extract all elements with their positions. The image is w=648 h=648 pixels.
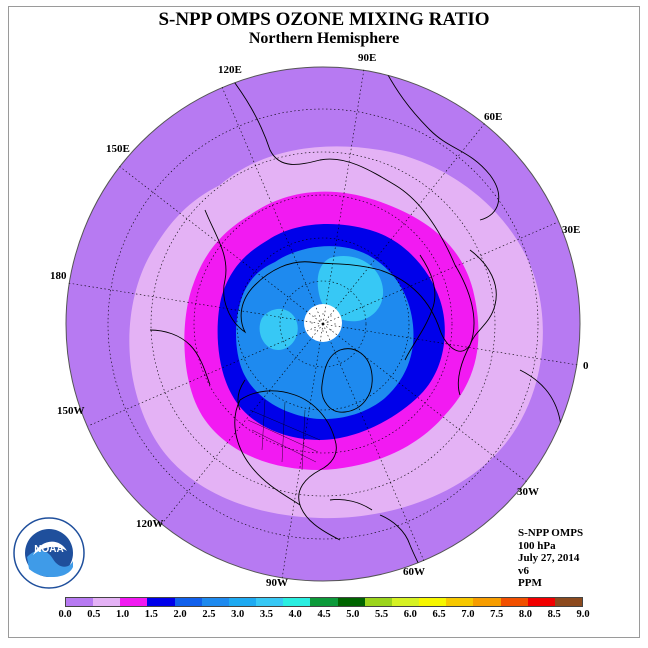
info-block: S-NPP OMPS 100 hPa July 27, 2014 v6 PPM [518, 527, 583, 590]
colorbar-tick-label: 0.0 [58, 609, 72, 620]
colorbar-tick-label: 4.0 [288, 609, 302, 620]
colorbar-swatch [419, 598, 447, 606]
page-title: S-NPP OMPS OZONE MIXING RATIO [158, 9, 490, 30]
colorbar-tick-label: 8.0 [518, 609, 532, 620]
info-version: v6 [518, 564, 529, 577]
colorbar-tick-label: 6.0 [403, 609, 417, 620]
logo-text: NOAA [34, 544, 63, 555]
colorbar-swatch [364, 598, 392, 606]
info-date: July 27, 2014 [518, 552, 580, 564]
meridians [67, 68, 579, 580]
lon-label-150e: 150E [106, 143, 130, 155]
colorbar-swatch [120, 598, 148, 606]
colorbar-swatch [473, 598, 501, 606]
lon-label-30e: 30E [562, 224, 580, 236]
ozone-band-sky [317, 256, 384, 322]
colorbar-ticks: 0.0 0.5 1.0 1.5 2.0 2.5 3.0 3.5 4.0 4.5 5.0 5.5 6.0 6… [58, 609, 589, 623]
colorbar-swatch [174, 598, 202, 606]
colorbar-tick-label: 4.5 [317, 609, 331, 620]
noaa-logo: NOAA [13, 517, 85, 589]
lon-label-60e: 60E [484, 111, 502, 123]
colorbar-swatch [310, 598, 338, 606]
page-subtitle: Northern Hemisphere [248, 30, 400, 47]
figure-frame [8, 6, 640, 638]
lon-label-120e: 120E [218, 64, 242, 76]
colorbar [65, 597, 583, 607]
colorbar-swatch [256, 598, 284, 606]
lon-label-60w: 60W [403, 566, 425, 578]
lon-label-90w: 90W [266, 577, 288, 589]
colorbar-swatch [446, 598, 474, 606]
colorbar-swatch [66, 598, 94, 606]
colorbar-swatch [500, 598, 528, 606]
info-instrument: S-NPP OMPS [518, 527, 584, 539]
latitude-circles [107, 108, 539, 540]
colorbar-swatch [554, 598, 582, 606]
colorbar-tick-label: 2.5 [202, 609, 216, 620]
ozone-band-sky-2 [259, 308, 298, 350]
lon-label-0: 0 [583, 360, 589, 372]
colorbar-tick-label: 2.0 [173, 609, 187, 620]
lon-label-150w: 150W [57, 405, 85, 417]
colorbar-tick-label: 5.5 [374, 609, 389, 620]
pole-dots [311, 313, 336, 332]
info-level: 100 hPa [518, 539, 556, 552]
colorbar-swatch [228, 598, 257, 606]
colorbar-swatch [391, 598, 420, 606]
colorbar-tick-label: 1.5 [144, 609, 158, 620]
colorbar-swatch [147, 598, 175, 606]
info-units: PPM [518, 577, 542, 589]
us-state-lines [247, 399, 321, 471]
colorbar-tick-label: 3.0 [231, 609, 245, 620]
colorbar-tick-label: 1.0 [115, 609, 130, 620]
colorbar-swatch [337, 598, 365, 606]
colorbar-tick-label: 6.5 [432, 609, 446, 620]
colorbar-tick-label: 0.5 [87, 609, 101, 620]
colorbar-tick-label: 9.0 [576, 609, 590, 620]
colorbar-tick-label: 8.5 [547, 609, 561, 620]
colorbar-tick-label: 7.5 [490, 609, 504, 620]
colorbar-swatch [201, 598, 229, 606]
colorbar-swatch [93, 598, 121, 606]
longitude-labels: 0 30E 60E 90E 120E 150E 180 150W 120W 90… [50, 52, 589, 589]
lon-label-90e: 90E [358, 52, 376, 64]
colorbar-tick-label: 7.0 [461, 609, 475, 620]
lon-label-120w: 120W [136, 518, 164, 530]
lon-label-30w: 30W [517, 486, 539, 498]
lon-label-180: 180 [50, 270, 67, 282]
colorbar-swatch [527, 598, 555, 606]
colorbar-tick-label: 3.5 [259, 609, 273, 620]
colorbar-tick-label: 5.0 [346, 609, 360, 620]
colorbar-swatch [283, 598, 311, 606]
